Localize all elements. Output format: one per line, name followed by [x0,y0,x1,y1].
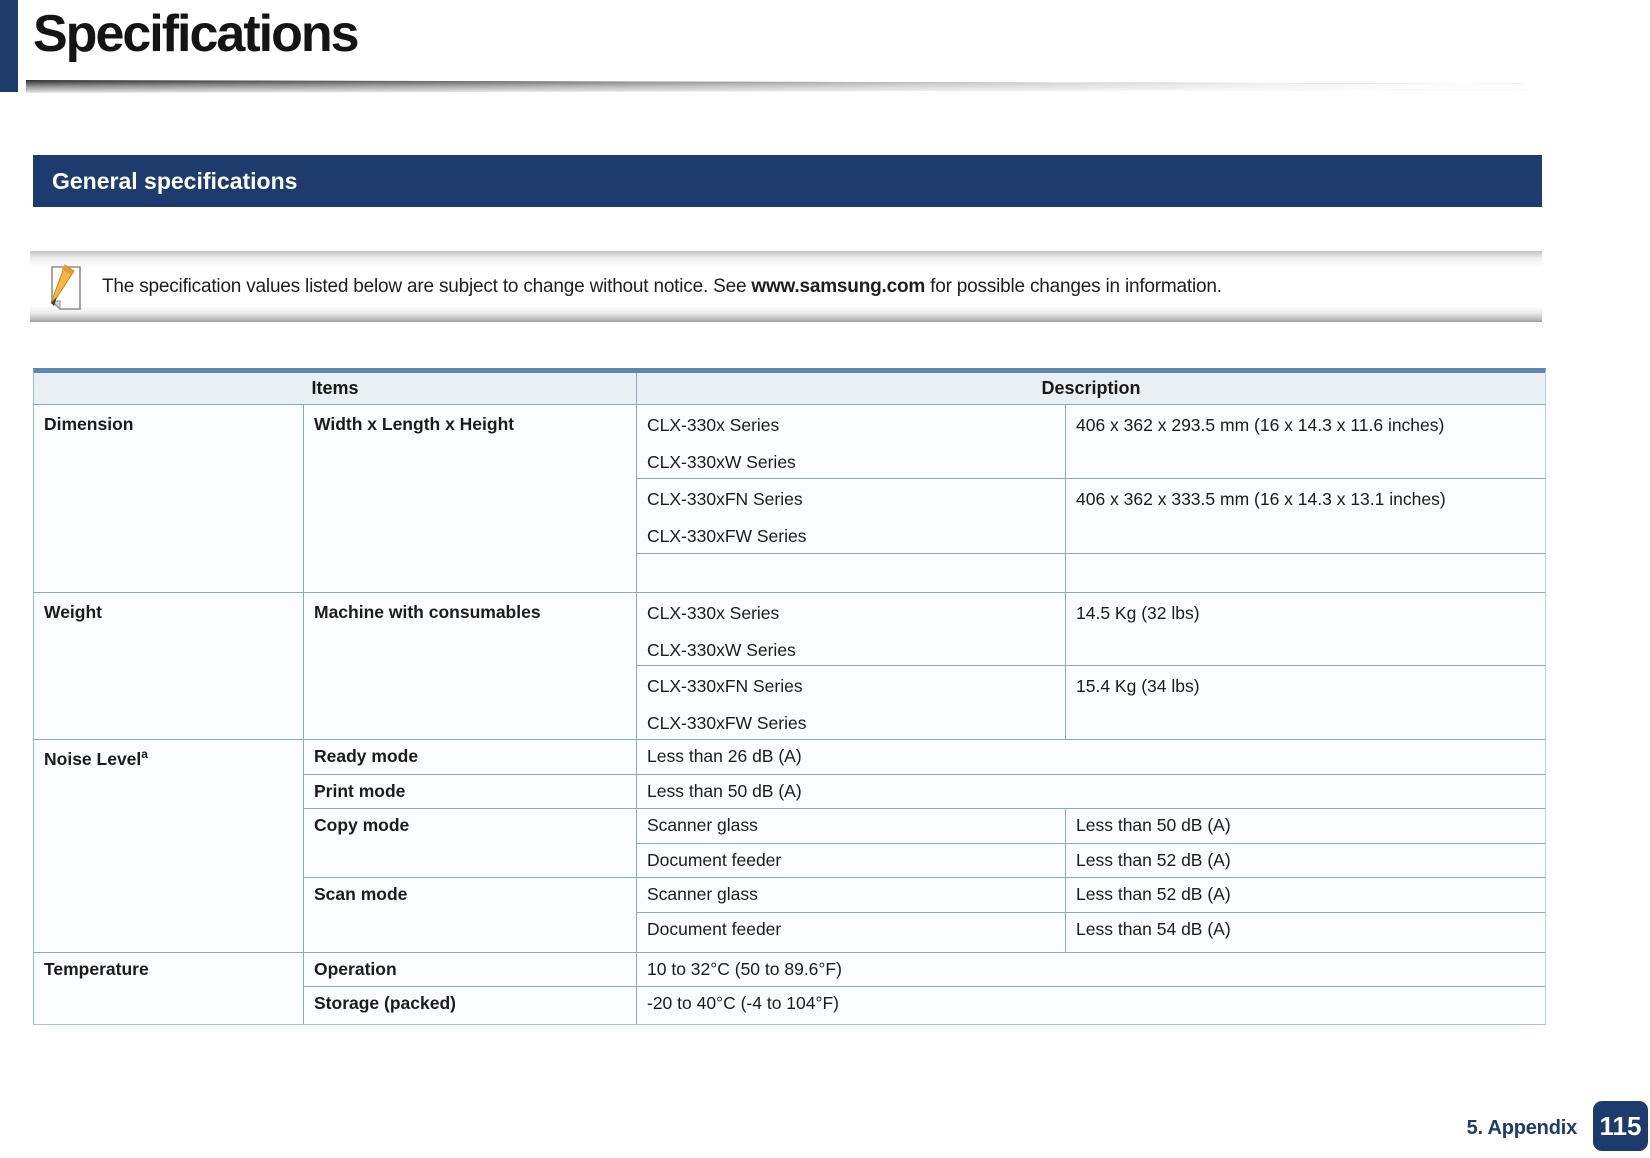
row-label-dimension: Dimension [34,404,303,592]
note-box: The specification values listed below ar… [30,251,1542,322]
table-header-items: Items [34,373,636,404]
note-pencil-icon [50,263,81,310]
note-link-samsung: www.samsung.com [751,275,926,297]
weight-models-1: CLX-330x Series CLX-330xW Series [636,592,1065,665]
note-text: The specification values listed below ar… [102,276,1222,298]
temperature-storage-label: Storage (packed) [303,986,636,1024]
row-label-weight: Weight [34,592,303,739]
dimension-models-1: CLX-330x Series CLX-330xW Series [636,404,1065,478]
footer-chapter: 5. Appendix [1466,1117,1578,1139]
note-text-after: for possible changes in information. [925,275,1222,297]
temperature-operation-label: Operation [303,952,636,986]
dimension-value-1: 406 x 362 x 293.5 mm (16 x 14.3 x 11.6 i… [1065,404,1545,478]
temperature-operation-value: 10 to 32°C (50 to 89.6°F) [636,952,1545,986]
noise-print-mode-value: Less than 50 dB (A) [636,774,1545,808]
page-number-badge: 115 [1593,1101,1648,1151]
model-name: CLX-330xFN Series [647,489,803,509]
scan-scanner-glass-value: Less than 52 dB (A) [1065,877,1545,912]
dimension-value-empty [1065,553,1545,592]
table-header-description: Description [636,373,1545,404]
general-specifications-table: Items Description Dimension Width x Leng… [33,368,1546,1025]
dimension-models-2: CLX-330xFN Series CLX-330xFW Series [636,478,1065,553]
model-name: CLX-330xFW Series [647,526,807,546]
noise-scan-mode-label: Scan mode [303,877,636,952]
copy-scanner-glass-label: Scanner glass [636,808,1065,843]
scan-scanner-glass-label: Scanner glass [636,877,1065,912]
dimension-models-empty [636,553,1065,592]
note-text-before: The specification values listed below ar… [102,275,752,297]
noise-level-label: Noise Level [44,749,142,769]
scan-document-feeder-label: Document feeder [636,912,1065,952]
title-divider [26,80,1526,93]
model-name: CLX-330xFW Series [647,713,807,733]
model-name: CLX-330x Series [647,603,780,623]
model-name: CLX-330x Series [647,415,780,435]
section-header: General specifications [33,155,1542,207]
scan-document-feeder-value: Less than 54 dB (A) [1065,912,1545,952]
temperature-storage-value: -20 to 40°C (-4 to 104°F) [636,986,1545,1024]
copy-document-feeder-value: Less than 52 dB (A) [1065,843,1545,877]
row-sublabel-dimension: Width x Length x Height [303,404,636,592]
dimension-value-2: 406 x 362 x 333.5 mm (16 x 14.3 x 13.1 i… [1065,478,1545,553]
noise-copy-mode-label: Copy mode [303,808,636,877]
title-accent-bar [0,0,18,92]
copy-document-feeder-label: Document feeder [636,843,1065,877]
weight-models-2: CLX-330xFN Series CLX-330xFW Series [636,665,1065,739]
row-label-noise-level: Noise Levela [34,739,303,952]
footnote-marker-a: a [141,747,148,762]
row-label-temperature: Temperature [34,952,303,1024]
section-title: General specifications [52,167,298,194]
noise-print-mode-label: Print mode [303,774,636,808]
weight-value-2: 15.4 Kg (34 lbs) [1065,665,1545,739]
model-name: CLX-330xFN Series [647,676,803,696]
copy-scanner-glass-value: Less than 50 dB (A) [1065,808,1545,843]
weight-value-1: 14.5 Kg (32 lbs) [1065,592,1545,665]
page-title: Specifications [33,5,360,63]
row-sublabel-weight: Machine with consumables [303,592,636,739]
noise-ready-mode-value: Less than 26 dB (A) [636,739,1545,774]
model-name: CLX-330xW Series [647,452,796,472]
noise-ready-mode-label: Ready mode [303,739,636,774]
model-name: CLX-330xW Series [647,640,796,660]
